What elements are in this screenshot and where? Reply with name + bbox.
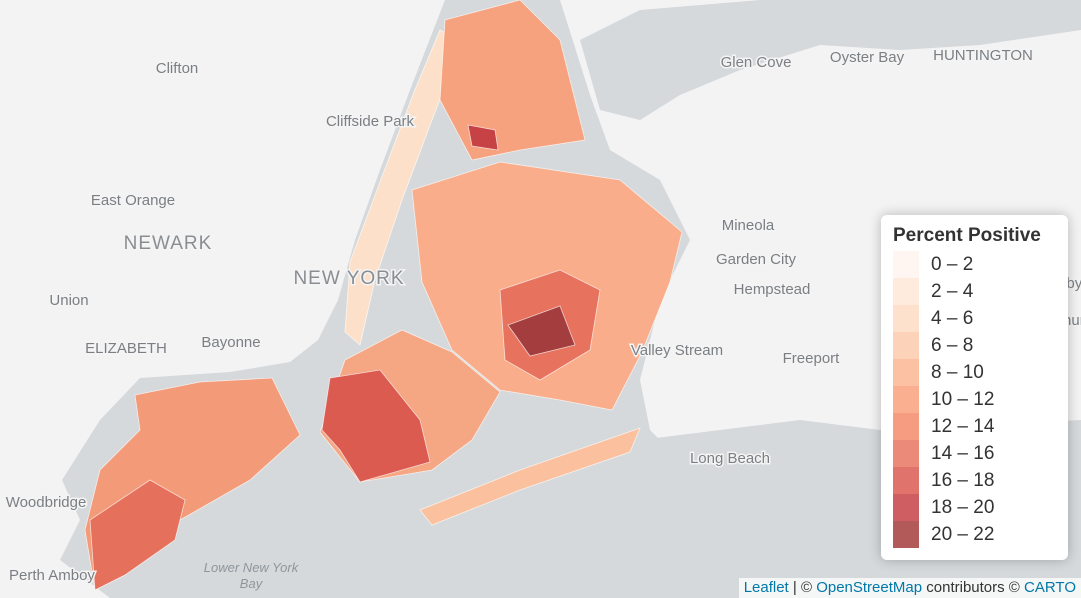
legend-swatch [893, 413, 919, 440]
bronx-hotspot [467, 124, 499, 151]
legend-label: 14 – 16 [931, 442, 995, 464]
legend-label: 8 – 10 [931, 361, 984, 383]
legend-item: 20 – 22 [893, 521, 1056, 548]
place-label: Oyster Bay [830, 49, 905, 66]
place-label: Long Beach [690, 450, 770, 467]
legend-label: 6 – 8 [931, 334, 974, 356]
legend-label: 2 – 4 [931, 280, 974, 302]
place-label: Bayonne [201, 334, 260, 351]
legend-swatch [893, 521, 919, 548]
legend-items: 0 – 2 2 – 4 4 – 6 6 – 8 8 – 10 10 – 12 12 – 14… [893, 251, 1056, 548]
place-label: Freeport [783, 350, 841, 367]
bronx [439, 0, 586, 161]
legend-label: 10 – 12 [931, 388, 995, 410]
legend-swatch [893, 494, 919, 521]
land-nj [0, 0, 445, 598]
place-label: Woodbridge [6, 494, 87, 511]
legend-item: 10 – 12 [893, 386, 1056, 413]
legend-label: 20 – 22 [931, 523, 995, 545]
legend-label: 16 – 18 [931, 469, 995, 491]
attribution-text: contributors © [922, 579, 1025, 596]
place-label: Valley Stream [631, 342, 723, 359]
osm-link[interactable]: OpenStreetMap [816, 579, 923, 596]
place-label: Perth Amboy [9, 567, 95, 584]
water-label: Lower New York [204, 560, 300, 575]
legend-item: 8 – 10 [893, 359, 1056, 386]
place-label: Garden City [716, 251, 797, 268]
legend-swatch [893, 278, 919, 305]
brooklyn-hotspot [321, 369, 431, 483]
legend-item: 4 – 6 [893, 305, 1056, 332]
place-label: Hempstead [734, 281, 811, 298]
long-island-sound [580, 0, 1081, 120]
rockaway [419, 427, 641, 526]
legend-item: 16 – 18 [893, 467, 1056, 494]
place-label: ELIZABETH [85, 340, 167, 357]
water-label: Bay [240, 576, 264, 591]
attribution-text: | © [788, 579, 817, 596]
legend-item: 6 – 8 [893, 332, 1056, 359]
place-label: Mineola [722, 217, 775, 234]
attribution: Leaflet | © OpenStreetMap contributors ©… [738, 578, 1081, 598]
legend-label: 4 – 6 [931, 307, 974, 329]
legend-item: 2 – 4 [893, 278, 1056, 305]
place-label: East Orange [91, 192, 175, 209]
legend-swatch [893, 440, 919, 467]
legend-swatch [893, 467, 919, 494]
queens-hotspot [507, 305, 576, 357]
legend-item: 18 – 20 [893, 494, 1056, 521]
place-label: HUNTINGTON [933, 47, 1033, 64]
legend-label: 18 – 20 [931, 496, 995, 518]
legend-item: 14 – 16 [893, 440, 1056, 467]
legend-label: 0 – 2 [931, 253, 974, 275]
place-label: Clifton [156, 60, 199, 77]
legend-swatch [893, 332, 919, 359]
legend-swatch [893, 386, 919, 413]
place-label: Cliffside Park [326, 113, 415, 130]
place-label: Glen Cove [721, 54, 792, 71]
legend-swatch [893, 305, 919, 332]
legend-item: 12 – 14 [893, 413, 1056, 440]
legend-title: Percent Positive [893, 225, 1041, 246]
legend-swatch [893, 359, 919, 386]
legend-swatch [893, 251, 919, 278]
carto-link[interactable]: CARTO [1024, 579, 1076, 596]
place-label: Union [49, 292, 88, 309]
legend-item: 0 – 2 [893, 251, 1056, 278]
leaflet-link[interactable]: Leaflet [743, 579, 789, 596]
staten-island-south [89, 479, 186, 591]
place-label: NEW YORK [293, 268, 404, 289]
place-label: NEWARK [124, 233, 213, 254]
legend: Percent Positive 0 – 2 2 – 4 4 – 6 6 – 8 8 –… [881, 215, 1068, 560]
legend-label: 12 – 14 [931, 415, 995, 437]
